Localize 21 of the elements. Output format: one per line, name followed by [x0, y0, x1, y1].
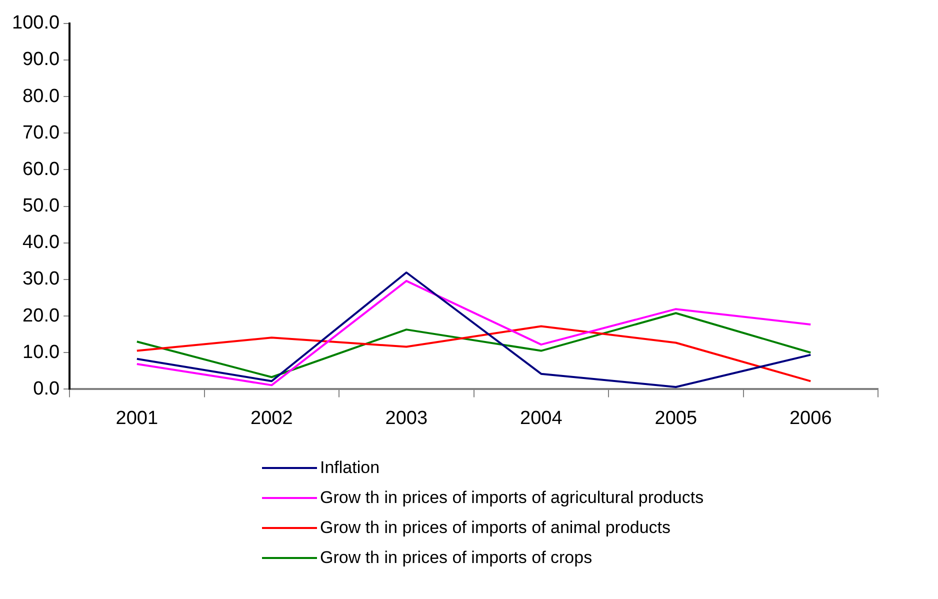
x-tick-label: 2003: [385, 408, 428, 429]
legend-label: Inflation: [320, 458, 380, 478]
y-tick-label: 10.0: [22, 342, 60, 363]
y-tick-label: 60.0: [22, 158, 60, 180]
x-tick-label: 2005: [654, 408, 698, 429]
y-tick-label: 20.0: [22, 305, 60, 326]
y-tick-label: 30.0: [22, 268, 60, 290]
y-tick-label: 90.0: [22, 49, 60, 70]
legend-label: Grow th in prices of imports of crops: [320, 548, 592, 568]
x-tick-label: 2001: [116, 408, 158, 429]
x-tick-label: 2004: [520, 408, 563, 429]
y-tick-label: 50.0: [22, 196, 60, 217]
legend-label: Grow th in prices of imports of agricultural products: [320, 488, 704, 508]
y-tick-label: 40.0: [22, 232, 60, 254]
y-tick-label: 100.0: [12, 12, 60, 34]
x-tick-label: 2002: [250, 408, 293, 429]
x-tick-label: 2006: [789, 408, 832, 429]
y-tick-label: 80.0: [22, 86, 60, 107]
legend-label: Grow th in prices of imports of animal products: [320, 518, 671, 538]
y-tick-label: 0.0: [33, 378, 60, 400]
y-tick-label: 70.0: [22, 122, 60, 144]
